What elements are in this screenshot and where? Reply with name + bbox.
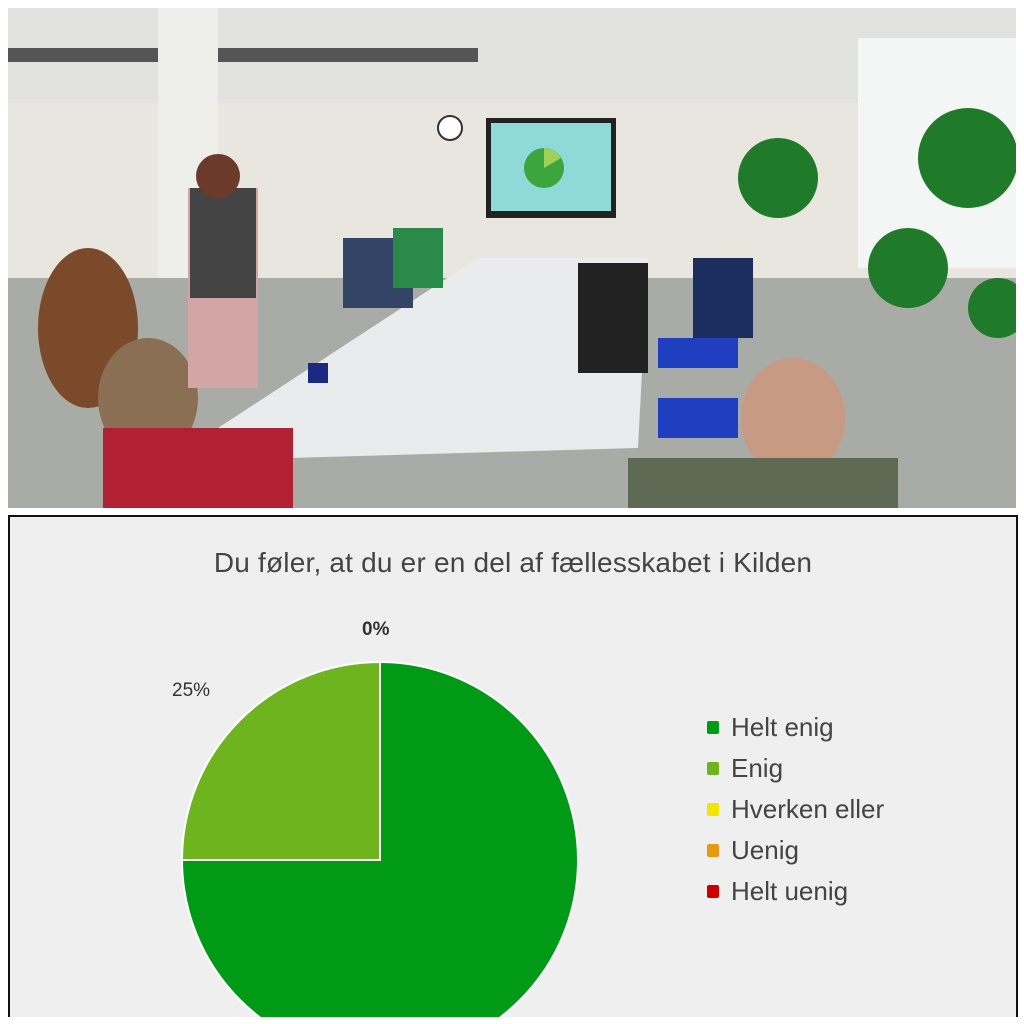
chart-panel: Du føler, at du er en del af fællesskabe… — [8, 515, 1018, 1017]
legend-label: Enig — [731, 753, 784, 783]
legend-label: Hverken eller — [731, 794, 885, 824]
chart-legend: Helt enig Enig Hverken eller Uenig Helt ueni… — [707, 707, 884, 912]
legend-swatch — [707, 721, 719, 734]
legend-item: Uenig — [707, 830, 884, 871]
meeting-room-photo — [8, 8, 1016, 508]
legend-item: Hverken eller — [707, 789, 884, 830]
legend-item: Enig — [707, 748, 884, 789]
legend-swatch — [707, 803, 719, 816]
legend-swatch — [707, 844, 719, 857]
pie-chart — [180, 660, 579, 1017]
legend-swatch — [707, 762, 719, 775]
legend-label: Uenig — [731, 835, 799, 865]
legend-label: Helt enig — [731, 712, 834, 742]
chart-title: Du føler, at du er en del af fællesskabe… — [213, 547, 813, 578]
legend-item: Helt enig — [707, 707, 884, 748]
data-label-enig: 25% — [172, 680, 211, 701]
data-label-hverken-eller: 0% — [362, 619, 390, 640]
legend-item: Helt uenig — [707, 871, 884, 912]
pie-slice-helt-enig — [180, 660, 579, 1017]
pie-slice-enig — [180, 660, 381, 861]
legend-label: Helt uenig — [731, 876, 849, 906]
legend-swatch — [707, 885, 719, 898]
photo-illustration — [8, 8, 1016, 508]
